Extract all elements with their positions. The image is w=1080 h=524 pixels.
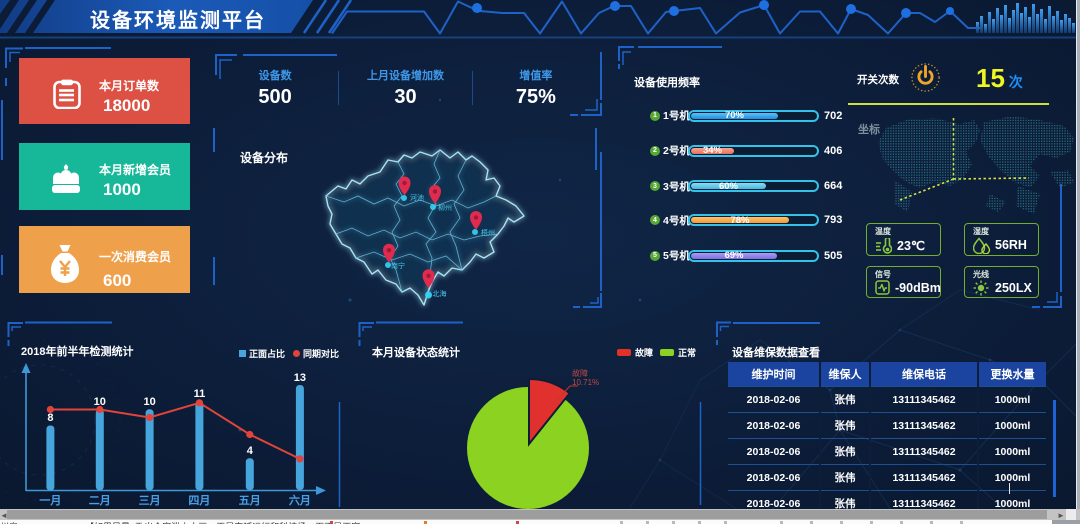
svg-text:四月: 四月	[188, 494, 210, 507]
svg-text:10: 10	[94, 396, 106, 408]
svg-text:北海: 北海	[433, 289, 447, 298]
svg-text:梧州: 梧州	[481, 228, 495, 237]
svg-text:8: 8	[47, 412, 53, 424]
svg-text:11: 11	[194, 388, 206, 400]
svg-text:13: 13	[294, 372, 306, 384]
svg-text:故障: 故障	[572, 368, 588, 378]
svg-text:柳州: 柳州	[438, 203, 452, 212]
svg-text:河池: 河池	[410, 193, 424, 202]
svg-text:10.71%: 10.71%	[572, 378, 599, 387]
svg-text:五月: 五月	[239, 494, 261, 507]
svg-text:南宁: 南宁	[391, 261, 405, 270]
svg-text:三月: 三月	[139, 494, 161, 507]
svg-text:4: 4	[247, 445, 254, 457]
svg-text:一月: 一月	[39, 494, 61, 507]
svg-text:二月: 二月	[89, 494, 111, 507]
svg-text:10: 10	[143, 396, 155, 408]
svg-text:六月: 六月	[289, 493, 311, 507]
